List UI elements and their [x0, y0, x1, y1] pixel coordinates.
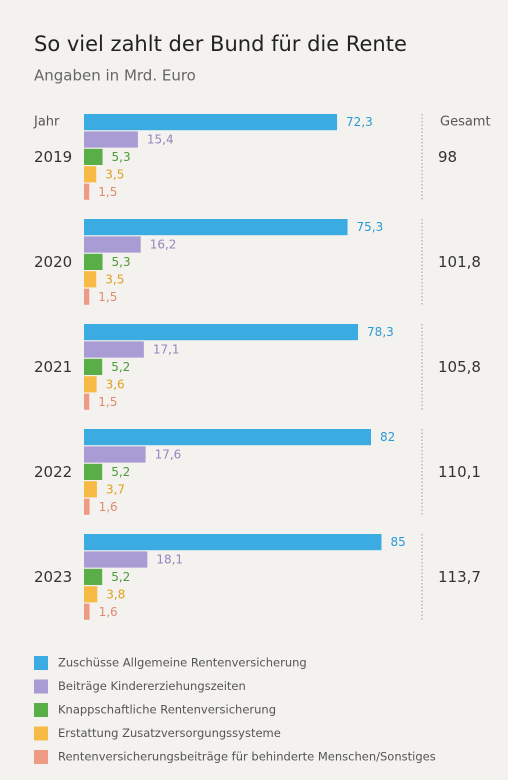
bar: [84, 271, 97, 288]
value-label: 85: [391, 535, 406, 549]
legend-swatch: [34, 726, 48, 741]
bar: [84, 429, 371, 446]
totals-header: Gesamt: [440, 115, 491, 130]
legend-swatch: [34, 656, 48, 670]
bar: [84, 114, 338, 131]
total-label: 110,1: [438, 463, 481, 481]
value-label: 17,6: [155, 448, 182, 462]
value-label: 16,2: [150, 238, 177, 252]
bar: [84, 603, 90, 620]
bar: [84, 183, 90, 200]
total-label: 101,8: [438, 253, 481, 271]
value-label: 1,5: [98, 290, 117, 304]
bar: [84, 219, 348, 236]
bar: [84, 534, 382, 551]
value-label: 5,3: [112, 150, 131, 164]
value-label: 5,2: [111, 465, 130, 479]
legend-label: Zuschüsse Allgemeine Rentenversicherung: [58, 656, 307, 670]
legend-swatch: [34, 703, 48, 717]
value-label: 3,8: [106, 587, 125, 601]
bar: [84, 131, 138, 148]
value-label: 5,2: [111, 360, 130, 374]
legend-label: Knappschaftliche Rentenversicherung: [58, 703, 276, 717]
year-label: 2019: [34, 148, 72, 166]
value-label: 18,1: [156, 553, 183, 567]
year-label: 2023: [34, 568, 72, 586]
bar: [84, 358, 103, 375]
bar: [84, 481, 97, 498]
value-label: 78,3: [367, 325, 394, 339]
legend-label: Rentenversicherungsbeiträge für behinder…: [58, 750, 436, 764]
bar: [84, 166, 97, 183]
bar: [84, 463, 103, 480]
bar: [84, 376, 97, 393]
value-label: 3,7: [106, 482, 125, 496]
bar: [84, 236, 141, 253]
category-header: Jahr: [33, 115, 60, 130]
bar: [84, 568, 103, 585]
bar: [84, 288, 90, 305]
value-label: 1,6: [99, 500, 118, 514]
value-label: 3,5: [105, 272, 124, 286]
value-label: 75,3: [357, 220, 384, 234]
legend-label: Erstattung Zusatzversorgungssysteme: [58, 726, 281, 740]
value-label: 15,4: [147, 133, 174, 147]
chart-title: So viel zahlt der Bund für die Rente: [34, 32, 407, 56]
value-label: 3,5: [105, 167, 124, 181]
legend-swatch: [34, 679, 48, 694]
total-label: 105,8: [438, 358, 481, 376]
legend-label: Beiträge Kindererziehungszeiten: [58, 679, 246, 693]
value-label: 1,5: [98, 395, 117, 409]
bar: [84, 551, 148, 568]
value-label: 1,5: [98, 185, 117, 199]
bar: [84, 148, 103, 165]
year-label: 2020: [34, 253, 72, 271]
value-label: 82: [380, 430, 395, 444]
bar: [84, 341, 144, 358]
value-label: 5,2: [111, 570, 130, 584]
value-label: 17,1: [153, 343, 180, 357]
bar: [84, 498, 90, 515]
legend-swatch: [34, 750, 48, 764]
total-label: 98: [438, 148, 457, 166]
bar: [84, 586, 98, 603]
total-label: 113,7: [438, 568, 481, 586]
value-label: 72,3: [346, 115, 373, 129]
value-label: 1,6: [99, 605, 118, 619]
year-label: 2022: [34, 463, 72, 481]
value-label: 3,6: [106, 377, 125, 391]
value-label: 5,3: [112, 255, 131, 269]
bar: [84, 253, 103, 270]
bar: [84, 446, 146, 463]
bar: [84, 393, 90, 410]
year-label: 2021: [34, 358, 72, 376]
chart-subtitle: Angaben in Mrd. Euro: [34, 67, 196, 85]
bar: [84, 324, 359, 341]
